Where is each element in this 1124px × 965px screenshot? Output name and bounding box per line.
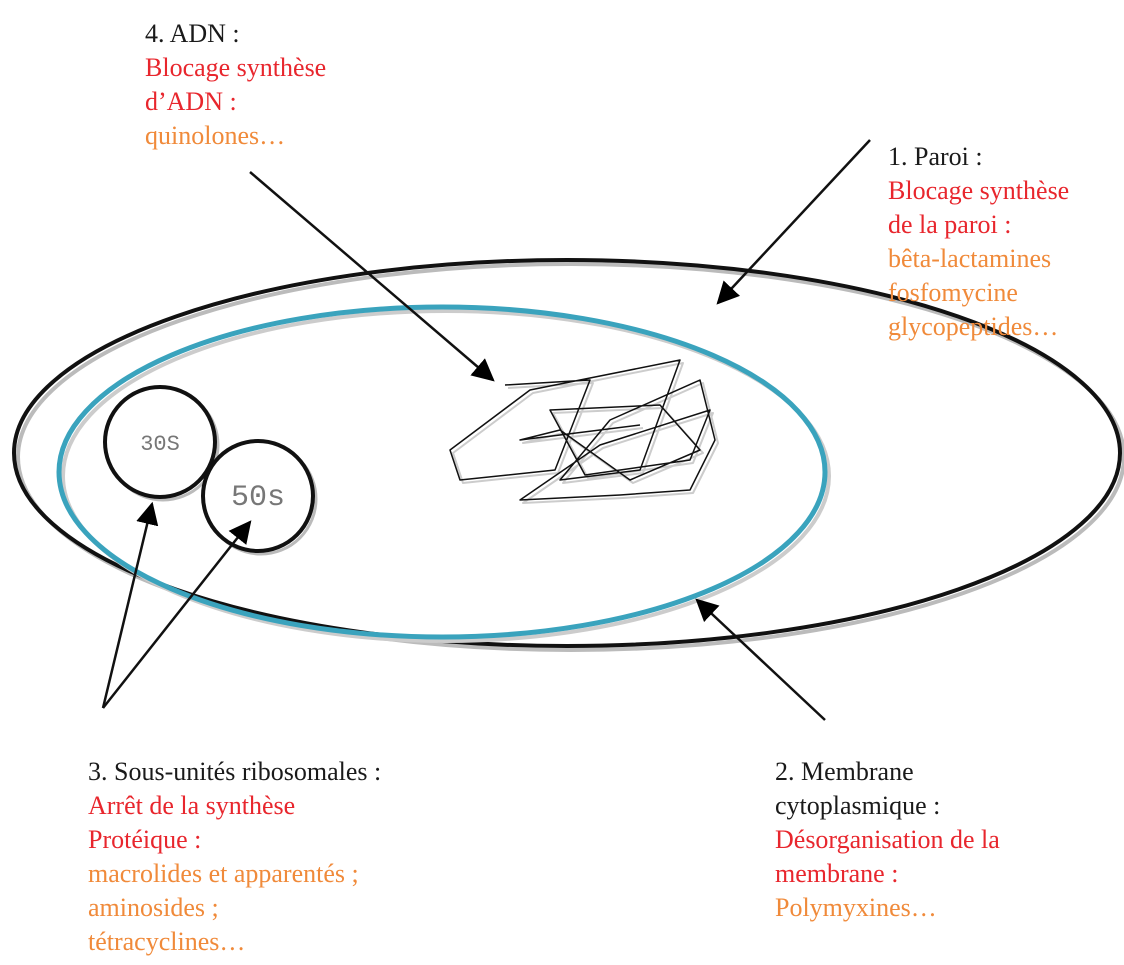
action: Blocage synthèse — [888, 176, 1069, 205]
title: cytoplasmique : — [775, 791, 940, 820]
wall-label: 1. Paroi : Blocage synthèse de la paroi … — [888, 142, 1069, 341]
drug: quinolones… — [145, 121, 285, 150]
drug: macrolides et apparentés ; — [88, 859, 359, 888]
drug: Polymyxines… — [775, 893, 937, 922]
membrane-label: 2. Membrane cytoplasmique : Désorganisat… — [775, 757, 1000, 922]
drug: glycopeptides… — [888, 312, 1058, 341]
diagram: 30S 50s 4. ADN : Blocage synthèse d’ADN … — [0, 0, 1124, 965]
drug: bêta-lactamines — [888, 244, 1051, 273]
unit-label: 30S — [140, 432, 180, 457]
ribosome-label: 3. Sous-unités ribosomales : Arrêt de la… — [88, 757, 381, 956]
dna-label: 4. ADN : Blocage synthèse d’ADN : quinol… — [145, 19, 326, 150]
title: 1. Paroi : — [888, 142, 983, 171]
action: membrane : — [775, 859, 898, 888]
action: de la paroi : — [888, 210, 1011, 239]
drug: tétracyclines… — [88, 927, 245, 956]
title: 3. Sous-unités ribosomales : — [88, 757, 381, 786]
drug: aminosides ; — [88, 893, 219, 922]
action: Désorganisation de la — [775, 825, 1000, 854]
unit-label: 50s — [231, 481, 285, 515]
action: d’ADN : — [145, 87, 237, 116]
action: Protéique : — [88, 825, 201, 854]
drug: fosfomycine — [888, 278, 1018, 307]
title: 4. ADN : — [145, 19, 240, 48]
title: 2. Membrane — [775, 757, 914, 786]
action: Arrêt de la synthèse — [88, 791, 295, 820]
action: Blocage synthèse — [145, 53, 326, 82]
dna — [450, 360, 718, 503]
